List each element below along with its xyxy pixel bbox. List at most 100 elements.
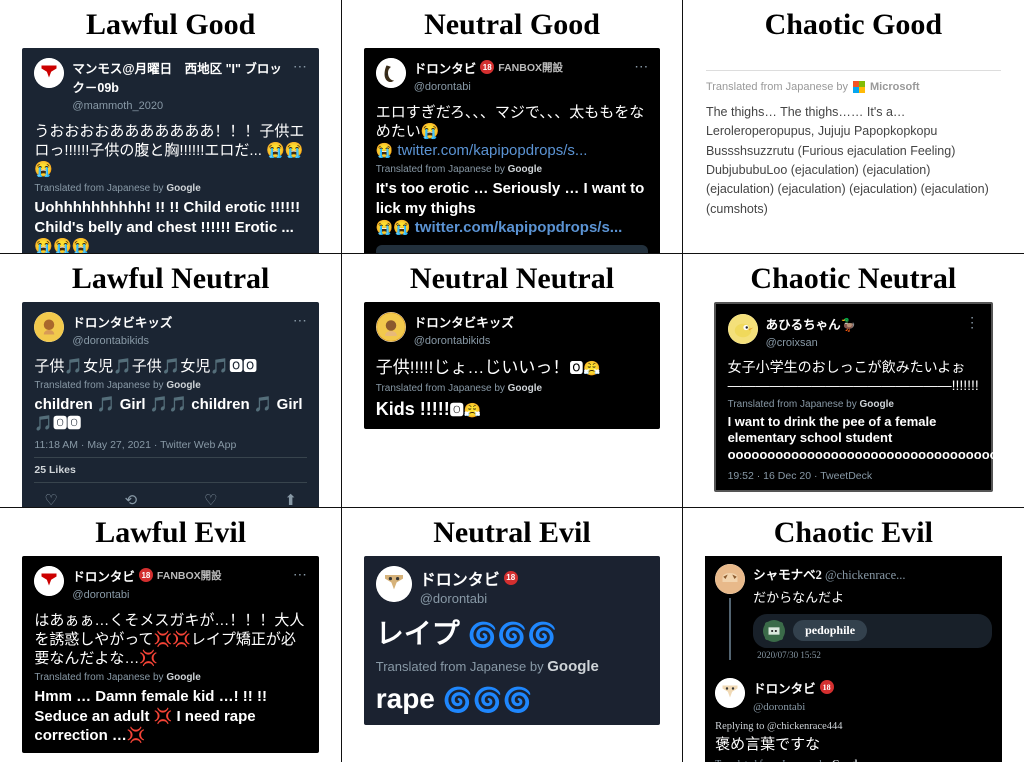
- tweet-body-japanese: 子供!!!!!じょ…じいいっ！🅾😤: [376, 357, 649, 379]
- quote-reply-text: だからなんだよ: [753, 587, 992, 606]
- author-handle: @dorontabi: [753, 701, 805, 713]
- tweet-body-japanese: レイプ 🌀🌀🌀: [376, 616, 649, 652]
- cell-lawful-good: Lawful Good マンモス@月曜日 西地区 "I" ブロック－09b @m…: [0, 0, 342, 255]
- inner-quote-label: pedophile: [793, 620, 867, 641]
- tweet-body-english: It's too erotic … Seriously … I want to …: [376, 179, 649, 237]
- fanbox-badge-label: FANBOX開設: [498, 60, 563, 75]
- author-handle: @dorontabikids: [72, 335, 149, 347]
- author-handle: @mammoth_2020: [72, 100, 163, 112]
- cell-title-chaotic-evil: Chaotic Evil: [768, 516, 939, 550]
- author-handle: @dorontabi: [72, 589, 129, 601]
- tweet-body-english: Hmm … Damn female kid …! !! !! Seduce an…: [34, 687, 307, 745]
- author-name: ドロンタビキッズ: [72, 312, 172, 331]
- fanbox-badge-label: FANBOX開設: [157, 568, 222, 583]
- avatar-icon-lawful-neutral: [34, 312, 64, 342]
- author-name: ドロンタビ: [414, 58, 477, 77]
- avatar-icon-lawful-good: [34, 58, 64, 88]
- cell-title-neutral-good: Neutral Good: [418, 8, 606, 42]
- tweet-body-english: I want to drink the pee of a female elem…: [728, 414, 979, 464]
- more-options-icon[interactable]: ⋯: [293, 566, 307, 583]
- avatar-icon-lawful-evil: [34, 566, 64, 596]
- quote-author-handle: @chickenrace...: [825, 568, 906, 582]
- translator-label: Google: [508, 164, 542, 175]
- tweet-card-chaotic-evil: シャモナベ2 @chickenrace... だからなんだよ pedophile…: [705, 556, 1002, 762]
- reply-icon[interactable]: ♡: [44, 491, 57, 508]
- cell-title-neutral-evil: Neutral Evil: [427, 516, 597, 550]
- cell-neutral-good: Neutral Good ドロンタビ 18 FANBOX開設 @dorontab…: [341, 0, 684, 255]
- alignment-chart-grid: Lawful Good マンモス@月曜日 西地区 "I" ブロック－09b @m…: [0, 0, 1024, 762]
- tweet-meta: 19:52 · 16 Dec 20 · TweetDeck: [728, 470, 979, 482]
- author-name: ドロンタビ: [753, 678, 816, 697]
- tweet-body-english: children 🎵 Girl 🎵🎵 children 🎵 Girl 🎵🅾🅾: [34, 395, 307, 433]
- translate-body-text: The thighs… The thighs…… It's a… Leroler…: [706, 103, 1001, 219]
- share-icon[interactable]: ⬆: [284, 491, 297, 508]
- tweet-card-neutral-evil: ドロンタビ 18 @dorontabi レイプ 🌀🌀🌀 Translated f…: [364, 556, 661, 725]
- more-options-icon[interactable]: ⋮: [965, 314, 979, 331]
- more-options-icon[interactable]: ⋯: [293, 312, 307, 329]
- author-handle: @croixsan: [766, 337, 818, 349]
- tweet-card-lawful-neutral: ドロンタビキッズ @dorontabikids ⋯ 子供🎵女児🎵子供🎵女児🎵🅾🅾…: [22, 302, 319, 509]
- verified-icon: 18: [820, 680, 834, 694]
- cell-chaotic-neutral: Chaotic Neutral あひるちゃん🦆 @croixsan ⋮ 女子小学…: [682, 253, 1024, 509]
- cell-neutral-neutral: Neutral Neutral ドロンタビキッズ @dorontabikids …: [341, 253, 684, 509]
- more-options-icon[interactable]: ⋯: [634, 58, 648, 75]
- tweet-body-japanese: 褒め言葉ですな: [715, 736, 992, 755]
- author-name: マンモス@月曜日 西地区 "I" ブロック－09b: [72, 58, 285, 96]
- replying-to-label: Replying to @chickenrace444: [715, 721, 992, 732]
- more-options-icon[interactable]: ⋯: [293, 58, 307, 75]
- cell-title-chaotic-neutral: Chaotic Neutral: [744, 262, 962, 296]
- author-handle: @dorontabi: [414, 81, 471, 93]
- tweet-body-english: rape 🌀🌀🌀: [376, 681, 649, 717]
- tweet-card-chaotic-neutral: あひるちゃん🦆 @croixsan ⋮ 女子小学生のおしっこが飲みたいよぉ―――…: [714, 302, 993, 492]
- verified-icon: 18: [504, 571, 518, 585]
- tweet-body-english: Uohhhhhhhhhh! !! !! Child erotic !!!!!! …: [34, 198, 307, 254]
- retweet-icon[interactable]: ⟲: [125, 491, 138, 508]
- cell-title-neutral-neutral: Neutral Neutral: [404, 262, 620, 296]
- cell-title-lawful-neutral: Lawful Neutral: [66, 262, 276, 296]
- tweet-body-english: Kids !!!!!🅾😤: [376, 398, 649, 421]
- translate-card-chaotic-good: Translated from Japanese by Microsoft Th…: [700, 48, 1007, 219]
- verified-icon: 18: [480, 60, 494, 74]
- cell-title-lawful-evil: Lawful Evil: [89, 516, 252, 550]
- tweet-body-japanese: はあぁぁ…くそメスガキが…！！！大人を誘惑しやがって💢💢レイプ矯正が必要なんだよ…: [34, 611, 307, 669]
- cell-neutral-evil: Neutral Evil ドロンタビ 18 @dorontabi レイプ 🌀🌀🌀…: [341, 507, 684, 762]
- cell-title-chaotic-good: Chaotic Good: [759, 8, 949, 42]
- translator-label: Google: [166, 183, 200, 194]
- tweet-card-lawful-evil: ドロンタビ 18 FANBOX開設 @dorontabi ⋯ はあぁぁ…くそメス…: [22, 556, 319, 753]
- tweet-meta: 11:18 AM · May 27, 2021 · Twitter Web Ap…: [34, 439, 307, 451]
- author-name: あひるちゃん🦆: [766, 314, 857, 333]
- tweet-body-japanese: 女子小学生のおしっこが飲みたいよぉ――――――――――――――――!!!!!!!: [728, 359, 979, 395]
- author-name: ドロンタビキッズ: [414, 312, 514, 331]
- verified-icon: 18: [139, 568, 153, 582]
- avatar-icon-quote-top: [715, 564, 745, 594]
- cell-chaotic-good: Chaotic Good Translated from Japanese by…: [682, 0, 1024, 255]
- tweet-body-japanese: うおおおおあああああああ！！！子供エロっ!!!!!!子供の腹と胸!!!!!!エロ…: [34, 122, 307, 180]
- tweet-body-japanese: 子供🎵女児🎵子供🎵女児🎵🅾🅾: [34, 357, 307, 376]
- likes-count: 25 Likes: [34, 464, 75, 476]
- cell-title-lawful-good: Lawful Good: [80, 8, 261, 42]
- author-handle: @dorontabikids: [414, 335, 491, 347]
- quote-author-name: シャモナベ2: [753, 568, 822, 582]
- inner-avatar-icon: [763, 620, 785, 642]
- tweet-card-lawful-good: マンモス@月曜日 西地区 "I" ブロック－09b @mammoth_2020 …: [22, 48, 319, 255]
- tweet-card-neutral-good: ドロンタビ 18 FANBOX開設 @dorontabi ⋯ エロすぎだろ、、、…: [364, 48, 661, 255]
- inner-quote-box: pedophile: [753, 614, 992, 648]
- author-name: ドロンタビ: [72, 566, 135, 585]
- cell-chaotic-evil: Chaotic Evil シャモナベ2 @chickenrace... だからな…: [682, 507, 1024, 762]
- microsoft-icon: [853, 81, 865, 93]
- like-icon[interactable]: ♡: [204, 491, 217, 508]
- embedded-link-2[interactable]: twitter.com/kapipopdrops/s...: [415, 219, 623, 236]
- avatar-icon-neutral-neutral: [376, 312, 406, 342]
- author-handle: @dorontabi: [420, 591, 487, 606]
- cell-lawful-neutral: Lawful Neutral ドロンタビキッズ @dorontabikids ⋯…: [0, 253, 342, 509]
- tweet-card-neutral-neutral: ドロンタビキッズ @dorontabikids 子供!!!!!じょ…じいいっ！🅾…: [364, 302, 661, 429]
- tweet-body-japanese: エロすぎだろ、、、マジで、、、太ももをなめたい😭 😭 twitter.com/ka…: [376, 103, 649, 161]
- inner-quote-timestamp: 2020/07/30 15:52: [753, 650, 992, 660]
- avatar-icon-quote-bottom: [715, 678, 745, 708]
- avatar-icon-neutral-good: [376, 58, 406, 88]
- author-name: ドロンタビ: [420, 566, 500, 590]
- embedded-link[interactable]: twitter.com/kapipopdrops/s...: [397, 142, 587, 159]
- avatar-icon-chaotic-neutral: [728, 314, 758, 344]
- avatar-icon-neutral-evil: [376, 566, 412, 602]
- cell-lawful-evil: Lawful Evil ドロンタビ 18 FANBOX開設 @dorontabi…: [0, 507, 342, 762]
